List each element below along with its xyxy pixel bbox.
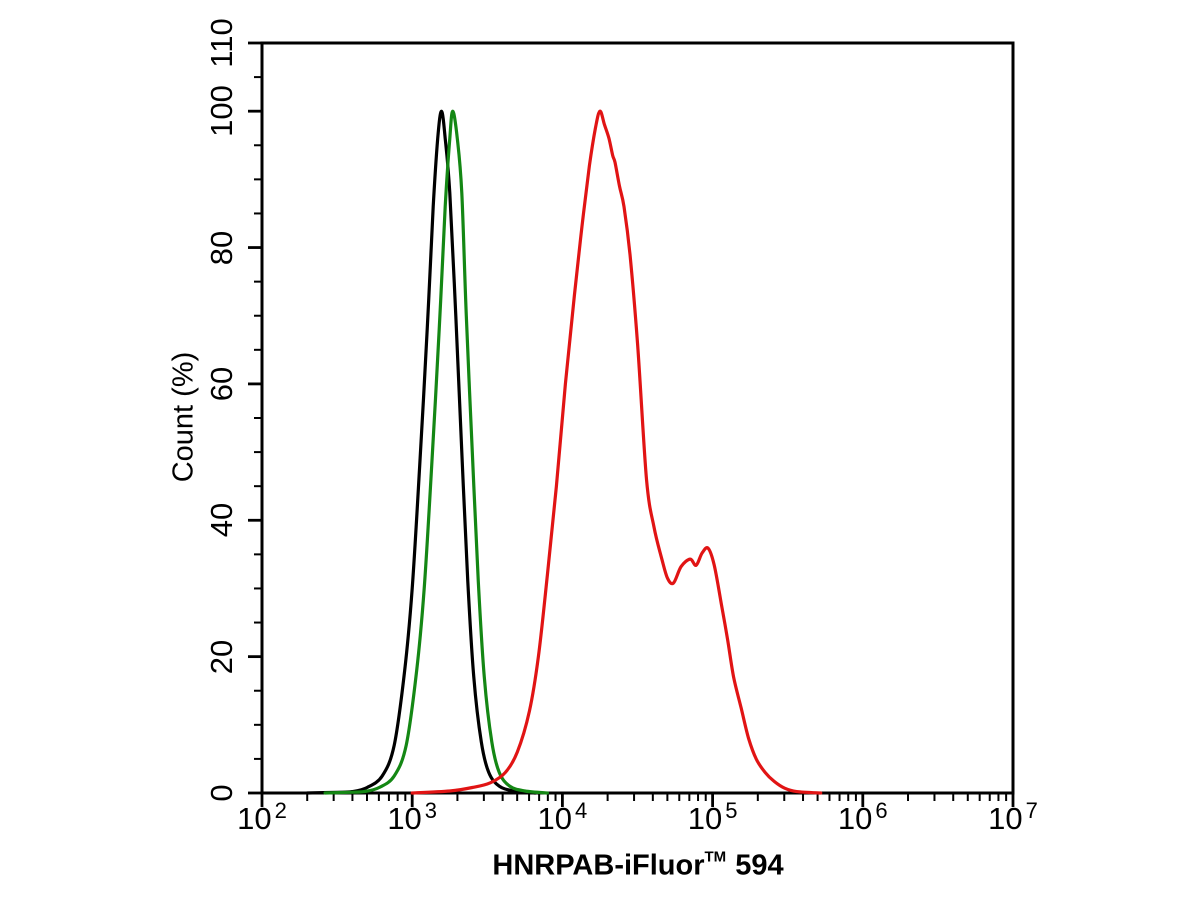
x-tick-exponent: 5 — [725, 798, 738, 823]
y-axis-title: Count (%) — [167, 351, 200, 483]
y-tick-label-40: 40 — [204, 503, 239, 538]
y-tick-label-60: 60 — [204, 366, 239, 402]
x-axis-title: HNRPAB-iFluorTM 594 — [492, 850, 783, 883]
x-tick-exponent: 7 — [1025, 798, 1038, 823]
x-tick-base: 10 — [988, 801, 1023, 836]
x-tick-base: 10 — [237, 801, 272, 836]
y-tick-label-110: 110 — [204, 18, 239, 68]
x-tick-exponent: 3 — [424, 798, 438, 823]
x-tick-label-1e4: 10 4 — [537, 798, 588, 840]
x-tick-exponent: 6 — [875, 798, 888, 823]
y-tick-label-0: 0 — [204, 784, 239, 802]
x-axis-title-number: 594 — [735, 849, 784, 882]
x-tick-label-1e2: 10 2 — [237, 798, 287, 840]
y-tick-label-80: 80 — [204, 230, 239, 265]
x-tick-base: 10 — [687, 801, 723, 836]
trademark-superscript: TM — [704, 848, 727, 866]
x-tick-base: 10 — [837, 801, 873, 836]
curve-green — [323, 109, 549, 795]
y-tick-label-20: 20 — [204, 639, 239, 674]
x-tick-label-1e3: 10 3 — [387, 798, 438, 840]
x-tick-label-1e5: 10 5 — [687, 798, 738, 840]
curve-black — [305, 109, 537, 795]
x-tick-label-1e7: 10 7 — [988, 798, 1038, 840]
x-axis-title-main: HNRPAB-iFluor — [492, 849, 705, 882]
x-tick-base: 10 — [537, 801, 573, 836]
x-tick-exponent: 4 — [575, 798, 588, 823]
x-tick-exponent: 2 — [274, 798, 287, 823]
curve-red — [410, 109, 823, 795]
y-tick-label-100: 100 — [204, 85, 239, 138]
x-tick-label-1e6: 10 6 — [837, 798, 888, 840]
plot-border — [260, 41, 1015, 795]
x-tick-base: 10 — [387, 801, 422, 836]
